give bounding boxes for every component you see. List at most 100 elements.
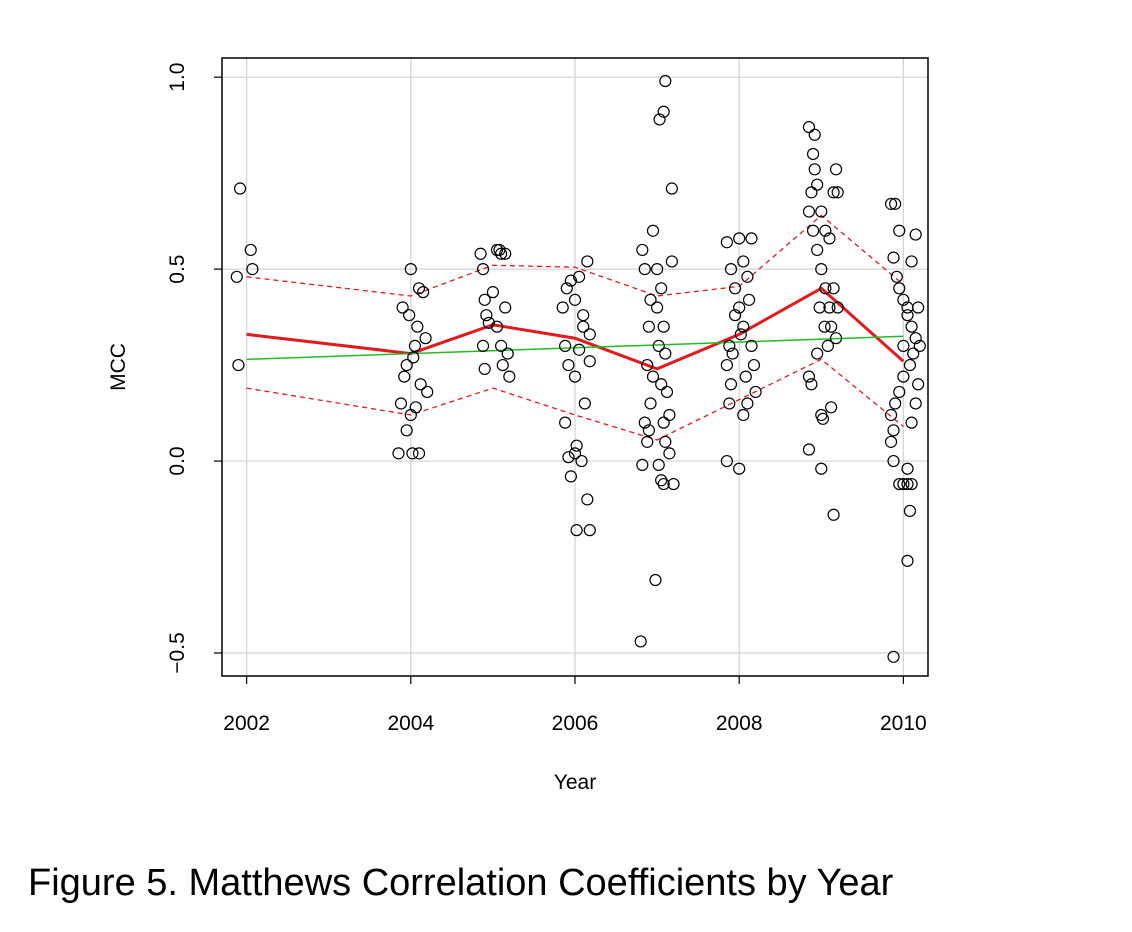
y-tick-label: 1.0	[166, 63, 189, 92]
data-point	[819, 224, 832, 237]
data-point	[412, 282, 426, 295]
data-point	[893, 282, 906, 295]
data-point	[905, 477, 918, 491]
data-point	[501, 347, 514, 360]
data-point	[650, 301, 664, 314]
data-point	[421, 385, 434, 399]
data-point	[398, 370, 411, 383]
data-point	[816, 412, 830, 425]
data-point	[901, 309, 914, 322]
data-point	[805, 186, 818, 199]
data-point	[663, 447, 676, 460]
data-point	[646, 224, 660, 237]
data-point	[404, 263, 417, 276]
data-point	[419, 332, 432, 345]
data-point	[570, 439, 583, 452]
data-point	[737, 320, 750, 333]
data-point	[901, 477, 914, 491]
data-point	[644, 397, 657, 410]
data-point	[652, 458, 665, 471]
data-point	[568, 370, 582, 383]
data-point	[581, 255, 594, 268]
data-point	[815, 462, 828, 475]
series-line-2	[246, 358, 904, 441]
axes: 2002 2004 2006 2008 2010 −0.5 0.0 0.5 1.0	[166, 63, 927, 735]
data-point	[655, 378, 668, 391]
data-point	[230, 270, 243, 283]
data-point	[901, 554, 914, 567]
data-point	[825, 320, 838, 333]
data-point	[577, 309, 590, 322]
data-point	[884, 197, 898, 210]
data-point	[890, 270, 903, 283]
data-point	[723, 397, 736, 410]
data-point	[802, 120, 816, 134]
data-point	[657, 320, 670, 333]
data-point	[811, 347, 824, 360]
data-point	[476, 339, 490, 352]
data-point	[827, 186, 840, 199]
data-point	[821, 339, 834, 352]
data-point	[745, 339, 758, 352]
data-point	[823, 232, 836, 245]
data-point	[741, 270, 754, 283]
data-point	[233, 182, 247, 195]
data-point	[802, 443, 816, 456]
data-point	[638, 263, 651, 276]
data-point	[638, 416, 651, 429]
data-point	[889, 397, 902, 410]
data-point	[568, 447, 582, 460]
data-point	[897, 477, 910, 491]
data-point	[897, 370, 910, 383]
data-point	[905, 416, 918, 429]
data-point	[815, 263, 828, 276]
data-point	[811, 243, 824, 257]
x-tick-label: 2008	[716, 712, 763, 735]
data-point	[650, 263, 664, 276]
data-point	[642, 320, 655, 333]
data-point	[893, 385, 906, 399]
data-point	[496, 358, 509, 372]
data-point	[811, 178, 824, 191]
data-point	[813, 301, 826, 314]
data-point	[884, 408, 898, 422]
data-point	[905, 255, 918, 268]
x-axis-title: Year	[554, 771, 596, 794]
data-point	[573, 343, 586, 356]
data-point	[665, 255, 678, 268]
data-point	[720, 236, 733, 249]
data-point	[745, 232, 758, 245]
series-line-1	[246, 214, 904, 297]
data-point	[831, 186, 844, 199]
data-point	[827, 282, 840, 295]
data-point	[728, 309, 742, 322]
data-point	[818, 320, 831, 333]
data-point	[657, 477, 670, 491]
data-point	[400, 358, 413, 372]
trend-lines	[246, 214, 905, 441]
data-point	[564, 274, 577, 287]
data-point	[476, 263, 490, 276]
data-point	[634, 635, 647, 648]
data-point	[411, 320, 424, 333]
data-point	[897, 293, 910, 306]
data-point	[641, 358, 654, 372]
data-point	[897, 339, 910, 352]
data-point	[556, 301, 569, 314]
data-point	[636, 458, 649, 471]
data-point	[815, 205, 828, 218]
data-point	[493, 243, 506, 257]
data-point	[720, 454, 733, 468]
data-point	[665, 182, 678, 195]
data-point	[829, 332, 843, 345]
data-point	[913, 339, 926, 352]
data-point	[486, 286, 500, 299]
data-point	[559, 339, 572, 352]
data-point	[414, 378, 427, 391]
data-point	[406, 447, 419, 460]
data-point	[568, 293, 582, 306]
data-point	[246, 263, 259, 276]
data-point	[562, 358, 575, 372]
data-point	[392, 447, 405, 460]
figure-caption: Figure 5. Matthews Correlation Coefficie…	[28, 862, 894, 904]
